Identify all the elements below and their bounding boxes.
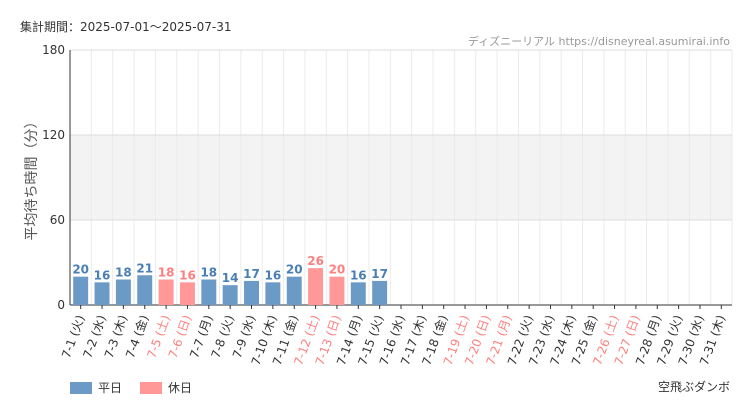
bar-value-label: 16	[350, 268, 367, 282]
y-axis-title: 平均待ち時間（分）	[24, 115, 40, 241]
y-tick-label: 0	[57, 298, 65, 312]
legend-swatch-holiday	[140, 381, 163, 394]
y-band	[70, 135, 732, 220]
bar-value-label: 17	[371, 267, 388, 281]
bar	[137, 275, 153, 305]
bar-value-label: 17	[243, 267, 260, 281]
y-tick-label: 120	[42, 128, 65, 142]
bar-value-label: 16	[179, 268, 196, 282]
bar-value-label: 18	[200, 266, 217, 280]
bar-value-label: 20	[329, 263, 346, 277]
bar	[244, 280, 259, 305]
legend-item-holiday: 休日	[140, 379, 192, 396]
bar	[329, 276, 345, 305]
bar-value-label: 14	[222, 271, 239, 285]
bar-value-label: 16	[265, 268, 282, 282]
legend-label-holiday: 休日	[168, 381, 193, 395]
bar-value-label: 21	[136, 261, 153, 275]
bar	[73, 276, 89, 305]
bar-value-label: 18	[158, 266, 175, 280]
bar-value-label: 20	[286, 263, 303, 277]
bar	[265, 282, 281, 305]
bar	[286, 276, 302, 305]
y-tick-label: 60	[50, 213, 65, 227]
bar	[179, 282, 195, 305]
bar	[222, 285, 238, 305]
attraction-name: 空飛ぶダンボ	[657, 380, 730, 394]
source-credit: ディズニーリアル https://disneyreal.asumirai.inf…	[467, 35, 730, 48]
y-tick-label: 180	[42, 43, 65, 57]
bar	[115, 279, 131, 305]
bar-value-label: 26	[307, 254, 324, 268]
period-label: 集計期間：2025-07-01～2025-07-31	[20, 20, 232, 34]
bar	[158, 279, 174, 305]
legend-item-weekday: 平日	[70, 379, 122, 396]
legend-swatch-weekday	[70, 381, 92, 394]
bar-value-label: 20	[72, 263, 89, 277]
bar-value-label: 16	[94, 268, 111, 282]
bar	[94, 282, 110, 305]
bar	[201, 279, 217, 305]
bar	[350, 282, 366, 305]
legend: 平日 休日	[70, 379, 210, 396]
bar-value-label: 18	[115, 266, 132, 280]
bar	[372, 280, 388, 305]
bar	[308, 268, 324, 305]
legend-label-weekday: 平日	[98, 381, 123, 395]
